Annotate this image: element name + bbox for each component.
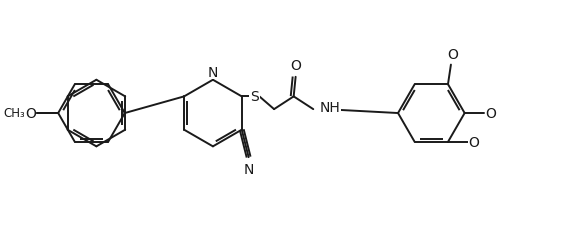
Text: NH: NH [319,101,340,115]
Text: S: S [250,90,259,104]
Text: O: O [25,107,35,120]
Text: O: O [469,135,479,149]
Text: CH₃: CH₃ [3,106,25,119]
Text: O: O [290,59,301,73]
Text: N: N [243,162,254,176]
Text: O: O [447,48,459,61]
Text: O: O [485,106,496,121]
Text: O: O [25,106,35,121]
Text: N: N [208,65,218,79]
